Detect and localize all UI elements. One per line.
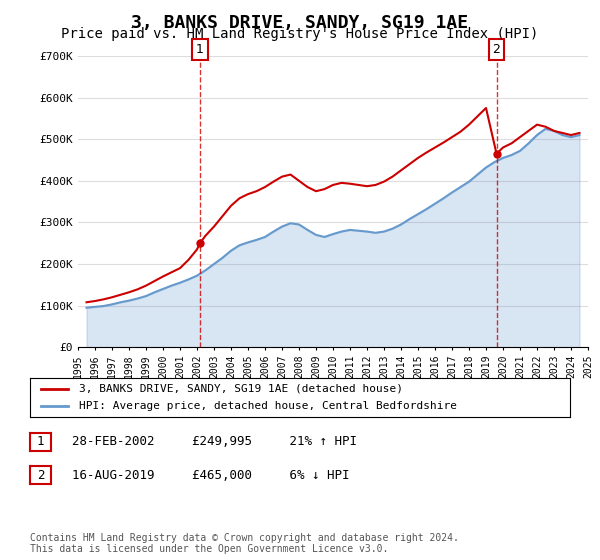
Text: 3, BANKS DRIVE, SANDY, SG19 1AE: 3, BANKS DRIVE, SANDY, SG19 1AE — [131, 14, 469, 32]
Text: 28-FEB-2002     £249,995     21% ↑ HPI: 28-FEB-2002 £249,995 21% ↑ HPI — [72, 435, 357, 449]
Text: 1: 1 — [37, 435, 44, 449]
Text: Contains HM Land Registry data © Crown copyright and database right 2024.
This d: Contains HM Land Registry data © Crown c… — [30, 533, 459, 554]
Text: 3, BANKS DRIVE, SANDY, SG19 1AE (detached house): 3, BANKS DRIVE, SANDY, SG19 1AE (detache… — [79, 384, 403, 394]
Text: 2: 2 — [493, 43, 500, 56]
Text: 2: 2 — [37, 469, 44, 482]
Text: 1: 1 — [196, 43, 204, 56]
Text: HPI: Average price, detached house, Central Bedfordshire: HPI: Average price, detached house, Cent… — [79, 401, 457, 411]
Text: 16-AUG-2019     £465,000     6% ↓ HPI: 16-AUG-2019 £465,000 6% ↓ HPI — [72, 469, 349, 482]
Text: Price paid vs. HM Land Registry's House Price Index (HPI): Price paid vs. HM Land Registry's House … — [61, 27, 539, 41]
